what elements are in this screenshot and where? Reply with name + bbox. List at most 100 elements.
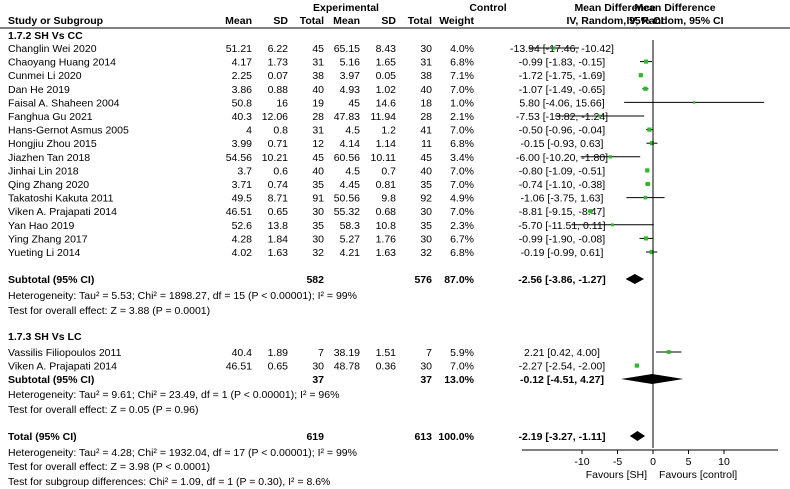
c-sd: 1.63	[376, 247, 397, 259]
c-mean: 4.93	[340, 84, 361, 96]
e-sd: 0.74	[268, 179, 289, 191]
weight: 4.0%	[450, 43, 474, 55]
e-sd: 0.65	[268, 361, 289, 373]
header-study: Study or Subgroup	[8, 15, 103, 27]
e-mean: 40.4	[232, 347, 253, 359]
weight: 7.1%	[450, 70, 474, 82]
total-e-total: 619	[306, 431, 324, 443]
c-mean: 4.45	[340, 179, 361, 191]
total-overall-effect-text: Test for overall effect: Z = 3.98 (P < 0…	[8, 461, 210, 473]
e-mean: 3.86	[232, 84, 253, 96]
ci-text: -5.70 [-11.51, 0.11]	[518, 220, 605, 232]
ci-text: -0.74 [-1.10, -0.38]	[519, 179, 605, 191]
weight: 4.9%	[450, 193, 474, 205]
c-sd: 0.05	[376, 70, 397, 82]
e-sd: 12.06	[262, 111, 288, 123]
total-diamond	[629, 431, 646, 441]
c-total: 18	[420, 97, 432, 109]
ci-text: -0.99 [-1.83, -0.15]	[519, 57, 605, 69]
ci-text: -6.00 [-10.20, -1.80]	[516, 152, 608, 164]
heterogeneity-text: Heterogeneity: Tau² = 5.53; Chi² = 1898.…	[8, 290, 357, 302]
c-sd: 1.2	[381, 125, 396, 137]
study-marker	[645, 181, 650, 187]
subtotal-label: Subtotal (95% CI)	[8, 374, 94, 386]
study-marker	[649, 141, 654, 146]
ci-text: -0.50 [-0.96, -0.04]	[519, 125, 605, 137]
c-mean: 60.56	[334, 152, 360, 164]
c-total: 30	[420, 206, 432, 218]
study-marker	[598, 114, 601, 118]
c-sd: 0.68	[376, 206, 397, 218]
e-total: 38	[312, 70, 324, 82]
favours-left: Favours [SH]	[586, 469, 647, 481]
c-mean: 45	[348, 97, 360, 109]
study-marker	[643, 236, 649, 241]
weight: 6.8%	[450, 247, 474, 259]
e-mean: 4.28	[232, 233, 253, 245]
e-sd: 0.88	[268, 84, 289, 96]
e-total: 32	[312, 247, 324, 259]
ci-text: -1.07 [-1.49, -0.65]	[519, 84, 605, 96]
e-sd: 0.6	[273, 165, 288, 177]
e-total: 28	[312, 111, 324, 123]
weight: 7.0%	[450, 84, 474, 96]
x-tick-label: -10	[574, 456, 589, 468]
ci-text: -13.94 [-17.46, -10.42]	[510, 43, 614, 55]
c-sd: 1.76	[376, 233, 397, 245]
overall-effect-text: Test for overall effect: Z = 0.05 (P = 0…	[8, 404, 198, 416]
e-mean: 51.21	[226, 43, 252, 55]
e-mean: 46.51	[226, 361, 252, 373]
subtotal-ci-text: -2.56 [-3.86, -1.27]	[518, 274, 606, 286]
e-total: 91	[312, 193, 324, 205]
subtotal-diamond	[625, 274, 644, 284]
e-mean: 4	[246, 125, 252, 137]
subtotal-c-total: 576	[414, 274, 432, 286]
c-mean: 4.14	[340, 138, 361, 150]
c-total: 35	[420, 220, 432, 232]
e-total: 12	[312, 138, 324, 150]
subgroup-differences-text: Test for subgroup differences: Chi² = 1.…	[8, 476, 330, 488]
weight: 3.4%	[450, 152, 474, 164]
e-mean: 4.17	[232, 57, 253, 69]
e-sd: 0.07	[268, 70, 289, 82]
study-marker	[552, 46, 556, 50]
study-name: Jinhai Lin 2018	[8, 165, 79, 177]
weight: 2.1%	[450, 111, 474, 123]
e-mean: 50.8	[232, 97, 253, 109]
e-mean: 2.25	[232, 70, 253, 82]
ci-text: -1.06 [-3.75, 1.63]	[521, 193, 604, 205]
ci-text: 5.80 [-4.06, 15.66]	[519, 97, 604, 109]
header-e-total: Total	[300, 15, 324, 27]
study-marker	[692, 101, 696, 104]
e-total: 35	[312, 220, 324, 232]
e-mean: 54.56	[226, 152, 252, 164]
e-total: 40	[312, 84, 324, 96]
c-total: 11	[421, 138, 432, 150]
c-sd: 10.8	[376, 220, 397, 232]
study-marker	[666, 350, 671, 354]
weight: 6.7%	[450, 233, 474, 245]
c-sd: 11.94	[371, 111, 397, 123]
c-mean: 4.5	[345, 165, 360, 177]
study-name: Jiazhen Tan 2018	[8, 152, 90, 164]
c-mean: 47.83	[334, 111, 360, 123]
c-sd: 1.14	[376, 138, 397, 150]
study-name: Ying Zhang 2017	[8, 233, 88, 245]
c-total: 45	[420, 152, 432, 164]
ci-text: -1.72 [-1.75, -1.69]	[519, 70, 605, 82]
c-total: 30	[420, 43, 432, 55]
e-sd: 13.8	[268, 220, 289, 232]
ci-text: -7.53 [-13.82, -1.24]	[516, 111, 608, 123]
study-marker	[638, 73, 643, 78]
study-marker	[647, 127, 652, 132]
ci-text: 2.21 [0.42, 4.00]	[524, 347, 600, 359]
e-total: 45	[312, 43, 324, 55]
study-name: Hans-Gernot Asmus 2005	[8, 125, 129, 137]
ci-text: -0.80 [-1.09, -0.51]	[519, 165, 605, 177]
study-marker	[611, 223, 614, 227]
subtotal-c-total: 37	[420, 374, 432, 386]
header-md: Mean Difference	[574, 2, 655, 14]
header-c-sd: SD	[381, 15, 396, 27]
e-sd: 16	[276, 97, 288, 109]
